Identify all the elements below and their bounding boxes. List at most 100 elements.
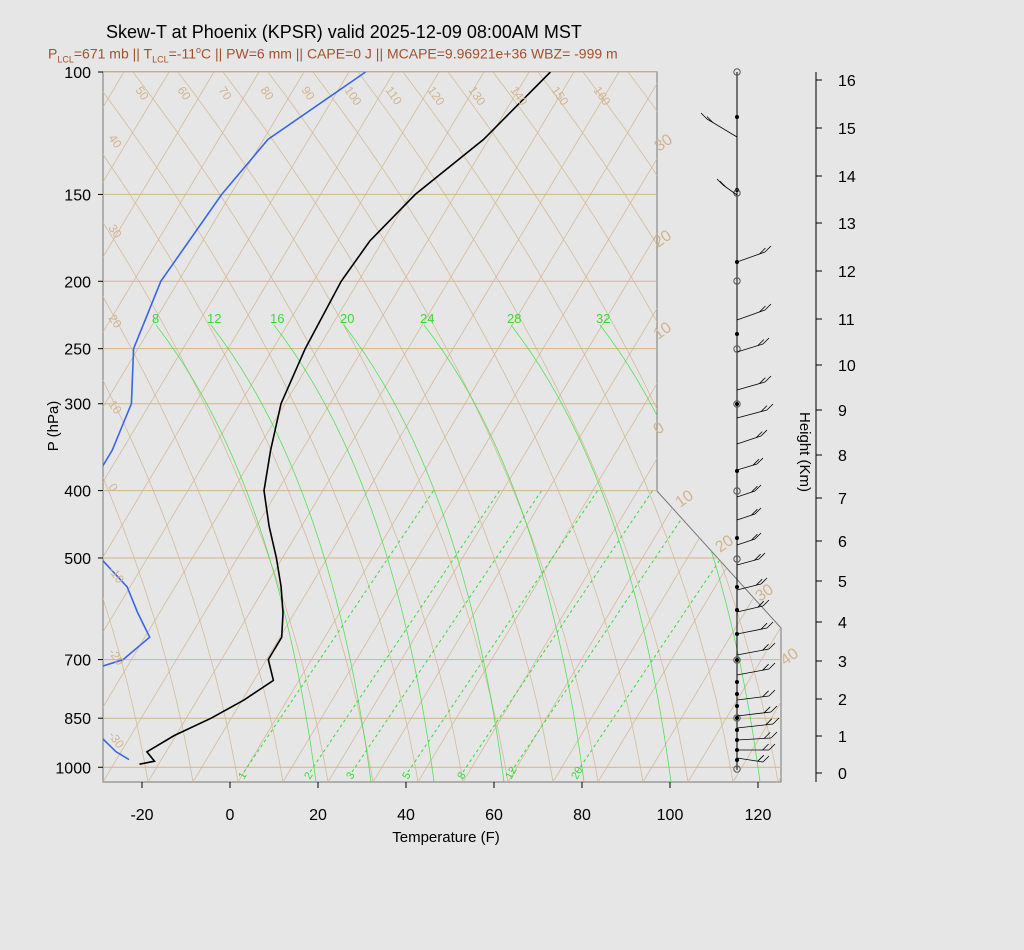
adiabat-line — [853, 72, 1024, 782]
adiabat-line — [717, 72, 781, 782]
dewpoint-line — [103, 72, 367, 761]
wind-level-dot — [735, 728, 739, 732]
wind-level-dot — [735, 332, 739, 336]
moist-adiabat-line — [155, 324, 317, 782]
wind-barb-flag — [760, 577, 768, 585]
mixing-ratio-top-label: 12 — [207, 311, 221, 326]
wind-barb-flag — [770, 731, 778, 739]
wind-barb-flag — [716, 178, 724, 186]
isotherm-top-label: 100 — [342, 84, 365, 109]
isotherm-top-label: 140 — [508, 84, 531, 109]
adiabat-line — [267, 72, 599, 782]
wind-barb-flag — [764, 245, 772, 253]
temperature-tick-label: 80 — [573, 807, 591, 824]
wind-barb-flag — [754, 532, 762, 540]
wind-barb-flag — [755, 431, 763, 438]
isotherm-right-label: 10 — [673, 487, 697, 511]
pressure-tick-label: 200 — [64, 274, 91, 291]
wind-barb — [736, 435, 762, 445]
isotherm-line — [958, 72, 1024, 782]
mixing-ratio-bottom-label: 1 — [236, 770, 249, 781]
wind-barb-flag — [766, 403, 774, 411]
mixing-ratio-line — [243, 489, 435, 773]
wind-barb-flag — [760, 429, 768, 437]
adiabat-line — [898, 72, 1024, 782]
adiabat-line — [312, 72, 644, 782]
height-tick-label: 15 — [838, 121, 856, 138]
wind-barb-flag — [766, 621, 774, 629]
wind-barb — [736, 381, 766, 391]
isotherm-line — [552, 72, 781, 782]
isotherm-top-label: 150 — [549, 84, 572, 109]
height-tick-label: 1 — [838, 729, 847, 746]
wind-barb — [736, 605, 764, 613]
isotherm-line — [732, 72, 781, 782]
wind-barb-flag — [762, 663, 769, 671]
wind-calm-circle — [733, 487, 741, 495]
wind-barb-flag — [757, 754, 765, 762]
isotherm-line — [868, 72, 1024, 782]
temperature-tick-label: 0 — [226, 807, 235, 824]
mixing-ratio-top-label: 32 — [596, 311, 610, 326]
isotherm-left-label: 40 — [106, 132, 125, 151]
wind-calm-circle — [733, 714, 741, 722]
isotherm-line — [103, 72, 530, 782]
wind-barb-flag — [768, 743, 776, 751]
adiabat-line — [103, 72, 419, 782]
isotherm-right-label: 20 — [651, 227, 675, 251]
isotherm-line — [913, 72, 1024, 782]
adiabat-line — [103, 72, 329, 782]
wind-barb-flag — [763, 706, 771, 714]
height-tick-label: 16 — [838, 73, 856, 90]
x-axis-label: Temperature (F) — [392, 829, 500, 846]
pressure-tick-label: 500 — [64, 551, 91, 568]
adiabat-line — [627, 72, 781, 782]
temperature-line — [139, 72, 551, 765]
wind-calm-circle — [733, 400, 741, 408]
adiabat-line — [103, 72, 194, 782]
isotherm-left-label: 30 — [106, 222, 125, 241]
adiabat-line — [103, 72, 374, 782]
wind-level-dot — [735, 658, 739, 662]
moist-adiabat-line — [343, 324, 505, 782]
wind-level-dot — [735, 716, 739, 720]
mixing-ratio-line — [351, 489, 543, 773]
wind-calm-circle — [733, 277, 741, 285]
adiabat-line — [357, 72, 689, 782]
height-tick-label: 3 — [838, 654, 847, 671]
wind-barb — [736, 723, 774, 729]
wind-barb-flag — [763, 732, 771, 739]
moist-adiabat-line — [423, 324, 585, 782]
wind-barb — [736, 251, 766, 263]
mixing-ratio-top-label: 8 — [152, 311, 159, 326]
adiabat-line — [582, 72, 781, 782]
wind-calm-circle — [733, 555, 741, 563]
wind-barb-flag — [760, 405, 768, 412]
wind-barb-flag — [762, 337, 770, 345]
isotherm-line — [103, 72, 170, 782]
isotherm-top-label: 80 — [258, 84, 277, 103]
wind-barb-flag — [772, 717, 780, 725]
wind-level-dot — [735, 536, 739, 540]
mixing-ratio-line — [309, 489, 501, 773]
wind-barb-flag — [757, 339, 765, 346]
height-tick-label: 10 — [838, 358, 856, 375]
temperature-tick-label: 60 — [485, 807, 503, 824]
wind-barb-flag — [719, 180, 727, 188]
pressure-tick-label: 700 — [64, 653, 91, 670]
isotherm-right-label: 10 — [651, 319, 675, 343]
height-tick-label: 5 — [838, 574, 847, 591]
isotherm-left-label: 0 — [106, 481, 121, 495]
isotherm-line — [597, 72, 781, 782]
wind-barb-flag — [757, 600, 765, 608]
wind-barb — [736, 513, 756, 521]
wind-barb-flag — [754, 484, 762, 492]
wind-barb — [736, 695, 770, 701]
mixing-ratio-top-label: 24 — [420, 311, 434, 326]
wind-barb-flag — [768, 689, 776, 697]
wind-barb-flag — [770, 705, 778, 713]
isotherm-top-label: 110 — [383, 84, 406, 108]
isotherm-left-label: 20 — [106, 312, 125, 331]
wind-barb-flag — [754, 507, 762, 515]
